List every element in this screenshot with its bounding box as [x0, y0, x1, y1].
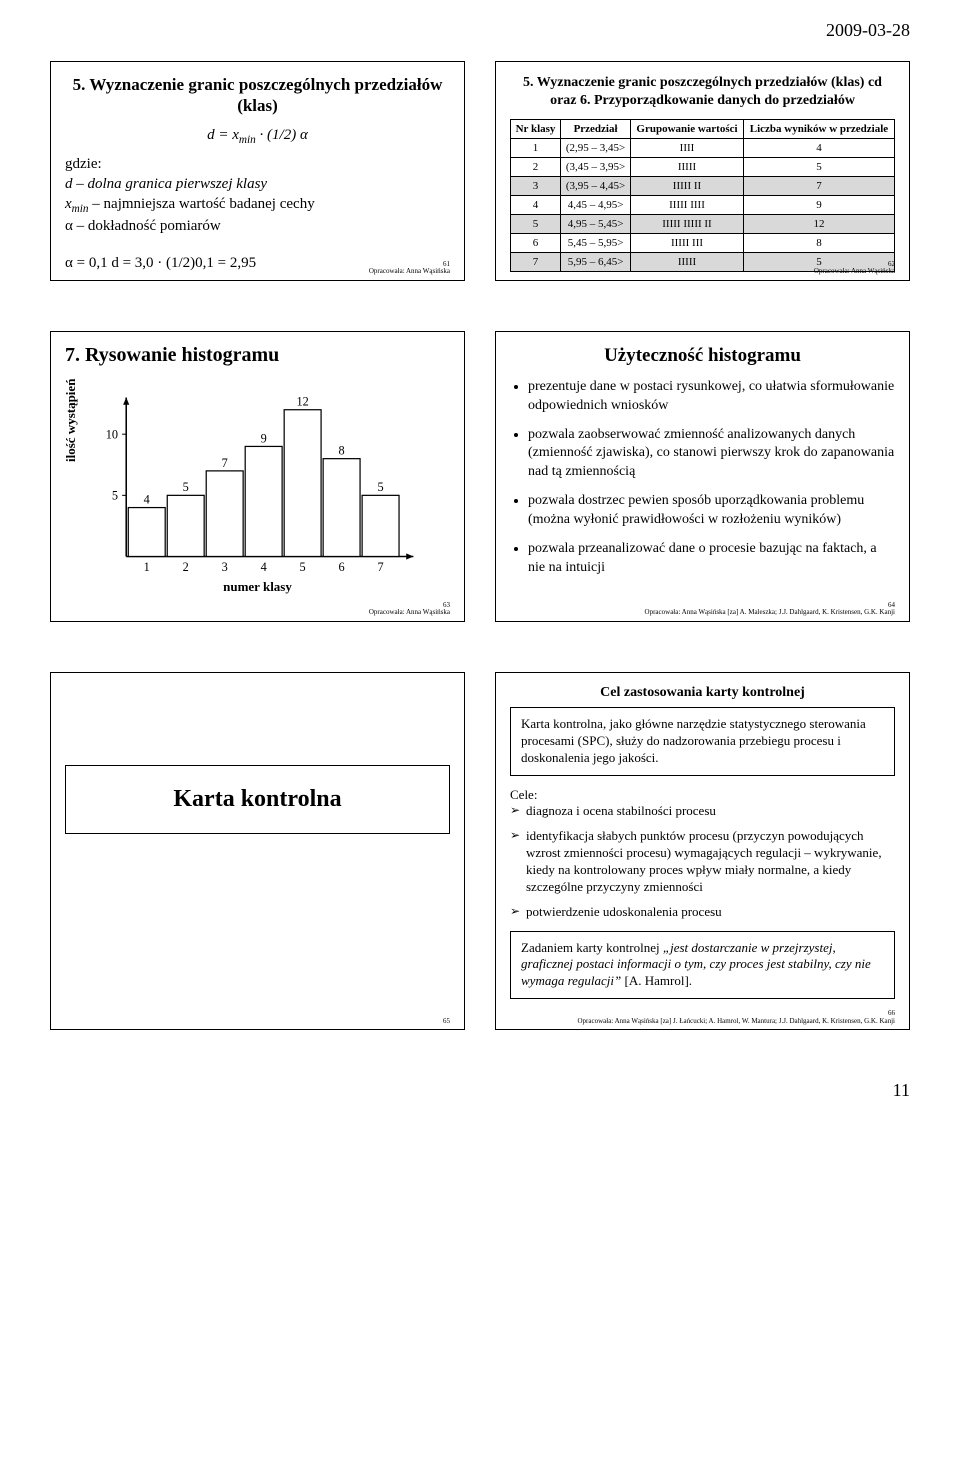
row-1: 5. Wyznaczenie granic poszczególnych prz… [50, 61, 910, 281]
table-cell: IIIII [631, 253, 744, 272]
intro-box: Karta kontrolna, jako główne narzędzie s… [510, 707, 895, 776]
quote-box: Zadaniem karty kontrolnej „jest dostarcz… [510, 931, 895, 1000]
cele-item: identyfikacja słabych punktów procesu (p… [510, 828, 895, 896]
table-cell: 4,95 – 5,45> [561, 215, 631, 234]
cele-item: diagnoza i ocena stabilności procesu [510, 803, 895, 820]
svg-text:2: 2 [183, 560, 189, 574]
svg-text:5: 5 [112, 488, 118, 502]
table-cell: IIIII II [631, 177, 744, 196]
table-cell: (2,95 – 3,45> [561, 139, 631, 158]
table-cell: 5 [511, 215, 561, 234]
table-cell: 5,45 – 5,95> [561, 234, 631, 253]
def-d: d – dolna granica pierwszej klasy [65, 176, 450, 193]
table-cell: IIIII [631, 158, 744, 177]
slide-64-title: Użyteczność histogramu [510, 344, 895, 368]
svg-text:1: 1 [144, 560, 150, 574]
slide-61-title: 5. Wyznaczenie granic poszczególnych prz… [65, 74, 450, 117]
svg-text:8: 8 [339, 444, 345, 458]
table-cell: 9 [743, 196, 894, 215]
table-header: Nr klasy [511, 120, 561, 139]
svg-text:10: 10 [106, 427, 118, 441]
svg-text:3: 3 [222, 560, 228, 574]
table-cell: 4 [743, 139, 894, 158]
slide-61-defs: gdzie: d – dolna granica pierwszej klasy… [65, 156, 450, 235]
slide-62-footer: 62 Opracowała: Anna Wąsińska [814, 261, 895, 276]
table-header: Grupowanie wartości [631, 120, 744, 139]
table-cell: (3,95 – 4,45> [561, 177, 631, 196]
slide-62-title: 5. Wyznaczenie granic poszczególnych prz… [510, 74, 895, 109]
table-row: 65,45 – 5,95>IIIII III8 [511, 234, 895, 253]
svg-text:6: 6 [339, 560, 345, 574]
table-row: 1(2,95 – 3,45>IIII4 [511, 139, 895, 158]
slide-62: 5. Wyznaczenie granic poszczególnych prz… [495, 61, 910, 281]
slide-66-heading: Cel zastosowania karty kontrolnej [510, 685, 895, 701]
bullet-item: pozwala przeanalizować dane o procesie b… [528, 540, 895, 578]
slide-65-footer: 65 [443, 1018, 450, 1026]
table-cell: 2 [511, 158, 561, 177]
slide-65: Karta kontrolna 65 [50, 672, 465, 1030]
table-cell: 6 [511, 234, 561, 253]
def-xmin: xmin – najmniejsza wartość badanej cechy [65, 196, 450, 215]
slide-63-title: 7. Rysowanie histogramu [65, 344, 450, 367]
slide-66-footer: 66 Opracowała: Anna Wąsińska [za] J. Łań… [577, 1010, 895, 1025]
svg-text:5: 5 [183, 480, 189, 494]
table-row: 54,95 – 5,45>IIIII IIIII II12 [511, 215, 895, 234]
def-alpha: α – dokładność pomiarów [65, 218, 450, 235]
bullets-64: prezentuje dane w postaci rysunkowej, co… [510, 378, 895, 578]
slide-61-footer: 61 Opracowała: Anna Wąsińska [369, 261, 450, 276]
slide-61: 5. Wyznaczenie granic poszczególnych prz… [50, 61, 465, 281]
slide-63: 7. Rysowanie histogramu ilość wystąpień … [50, 331, 465, 622]
svg-text:4: 4 [261, 560, 267, 574]
table-cell: IIII [631, 139, 744, 158]
row-2: 7. Rysowanie histogramu ilość wystąpień … [50, 331, 910, 622]
page-number: 11 [50, 1080, 910, 1101]
table-cell: 5,95 – 6,45> [561, 253, 631, 272]
table-cell: 7 [511, 253, 561, 272]
bullet-item: prezentuje dane w postaci rysunkowej, co… [528, 378, 895, 416]
slide-64: Użyteczność histogramu prezentuje dane w… [495, 331, 910, 622]
cele-label: Cele: [510, 786, 895, 804]
table-row: 3(3,95 – 4,45>IIIII II7 [511, 177, 895, 196]
slide-63-footer: 63 Opracowała: Anna Wąsińska [369, 602, 450, 617]
table-cell: 7 [743, 177, 894, 196]
bullet-item: pozwala dostrzec pewien sposób uporządko… [528, 492, 895, 530]
where-label: gdzie: [65, 156, 450, 173]
slide-65-title-box: Karta kontrolna [65, 765, 450, 834]
svg-text:7: 7 [222, 456, 228, 470]
table-row: 44,45 – 4,95>IIIII IIII9 [511, 196, 895, 215]
histogram-svg: 5 10 4 1 5 2 7 3 9 4 12 5 8 6 5 7 [65, 377, 450, 577]
table-cell: 1 [511, 139, 561, 158]
histogram-chart: ilość wystąpień 5 10 4 1 5 2 7 3 9 4 12 5 8 6 5 7 [65, 377, 450, 577]
svg-text:9: 9 [261, 431, 267, 445]
x-axis-label: numer klasy [65, 579, 450, 595]
table-cell: (3,45 – 3,95> [561, 158, 631, 177]
table-cell: IIIII IIII [631, 196, 744, 215]
table-cell: 3 [511, 177, 561, 196]
table-cell: 4 [511, 196, 561, 215]
table-row: 2(3,45 – 3,95>IIIII5 [511, 158, 895, 177]
slide-64-footer: 64 Opracowała: Anna Wąsińska [za] A. Mal… [645, 602, 895, 617]
table-header: Przedział [561, 120, 631, 139]
slide-61-formula: d = xmin · (1/2) α [65, 127, 450, 146]
svg-text:5: 5 [377, 480, 383, 494]
table-header: Liczba wyników w przedziale [743, 120, 894, 139]
svg-text:12: 12 [296, 395, 308, 409]
svg-text:4: 4 [144, 492, 150, 506]
y-axis-label: ilość wystąpień [63, 379, 79, 462]
table-cell: IIIII III [631, 234, 744, 253]
table-cell: IIIII IIIII II [631, 215, 744, 234]
page-date: 2009-03-28 [50, 20, 910, 41]
cele-list: diagnoza i ocena stabilności procesu iden… [510, 803, 895, 920]
bullet-item: pozwala zaobserwować zmienność analizowa… [528, 426, 895, 483]
svg-text:7: 7 [377, 560, 383, 574]
row-3: Karta kontrolna 65 Cel zastosowania kart… [50, 672, 910, 1030]
table-cell: 5 [743, 158, 894, 177]
table-cell: 4,45 – 4,95> [561, 196, 631, 215]
cele-item: potwierdzenie udoskonalenia procesu [510, 904, 895, 921]
slide-66: Cel zastosowania karty kontrolnej Karta … [495, 672, 910, 1030]
table-62: Nr klasyPrzedziałGrupowanie wartościLicz… [510, 119, 895, 272]
svg-text:5: 5 [300, 560, 306, 574]
table-cell: 8 [743, 234, 894, 253]
table-cell: 12 [743, 215, 894, 234]
